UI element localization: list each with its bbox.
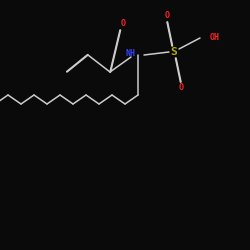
Text: NH: NH [126,48,136,58]
Text: O: O [178,84,184,92]
Text: S: S [170,47,177,57]
Text: O: O [120,20,126,28]
Text: OH: OH [210,34,220,42]
Text: O: O [164,12,170,20]
